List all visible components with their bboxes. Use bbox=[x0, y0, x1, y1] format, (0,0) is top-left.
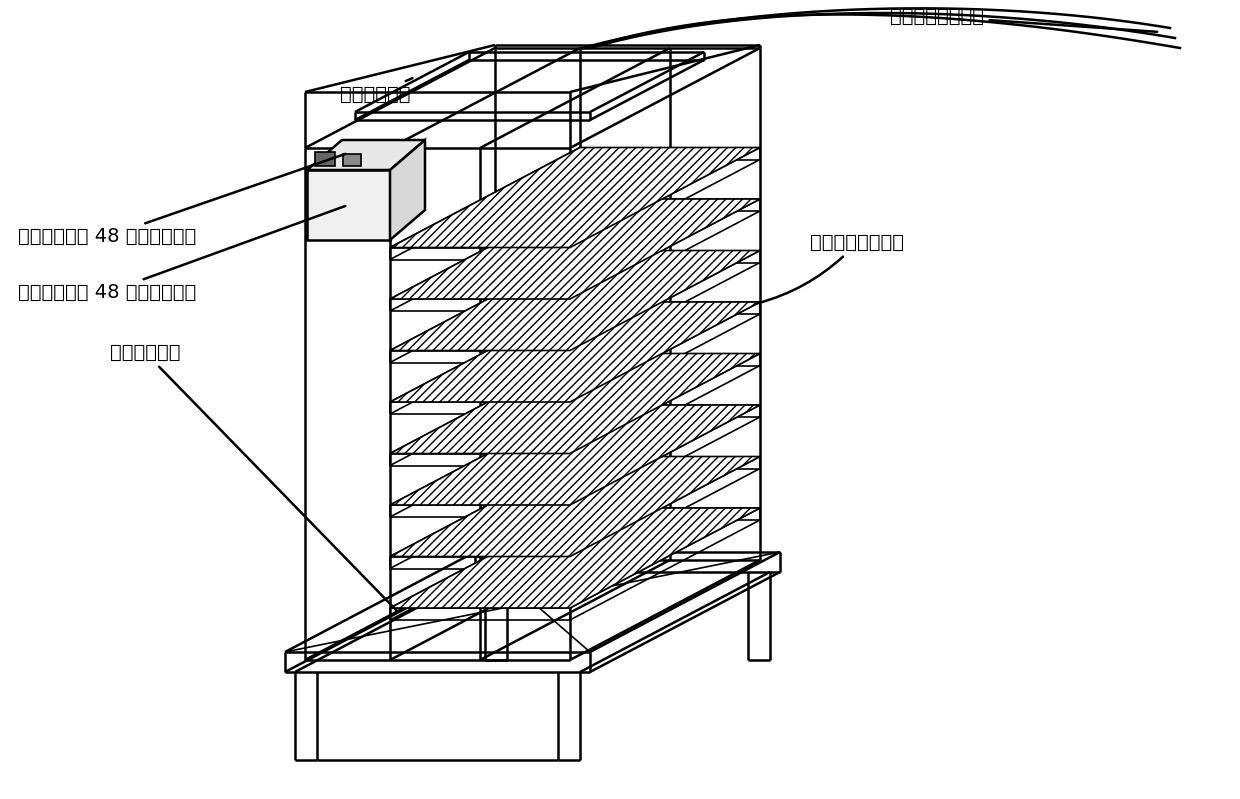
Polygon shape bbox=[391, 508, 760, 608]
Polygon shape bbox=[391, 140, 425, 240]
Text: 主电路测试板: 主电路测试板 bbox=[110, 343, 398, 612]
Bar bbox=[308, 170, 391, 240]
Polygon shape bbox=[391, 353, 760, 454]
Text: 主测试电路板支架: 主测试电路板支架 bbox=[758, 233, 904, 304]
Text: 副电路测试板: 副电路测试板 bbox=[340, 78, 413, 104]
Polygon shape bbox=[308, 140, 425, 170]
Polygon shape bbox=[391, 456, 760, 556]
Text: 副电路测试板支架: 副电路测试板支架 bbox=[890, 7, 1157, 32]
Polygon shape bbox=[391, 148, 760, 248]
Text: 副电路测试板 48 针连接器插座: 副电路测试板 48 针连接器插座 bbox=[19, 154, 346, 246]
Bar bbox=[343, 154, 361, 166]
Text: 主电路测试板 48 针连接器插头: 主电路测试板 48 针连接器插头 bbox=[19, 206, 346, 302]
Polygon shape bbox=[391, 405, 760, 505]
Polygon shape bbox=[391, 251, 760, 351]
Bar bbox=[315, 152, 335, 166]
Polygon shape bbox=[391, 302, 760, 402]
Polygon shape bbox=[391, 199, 760, 299]
